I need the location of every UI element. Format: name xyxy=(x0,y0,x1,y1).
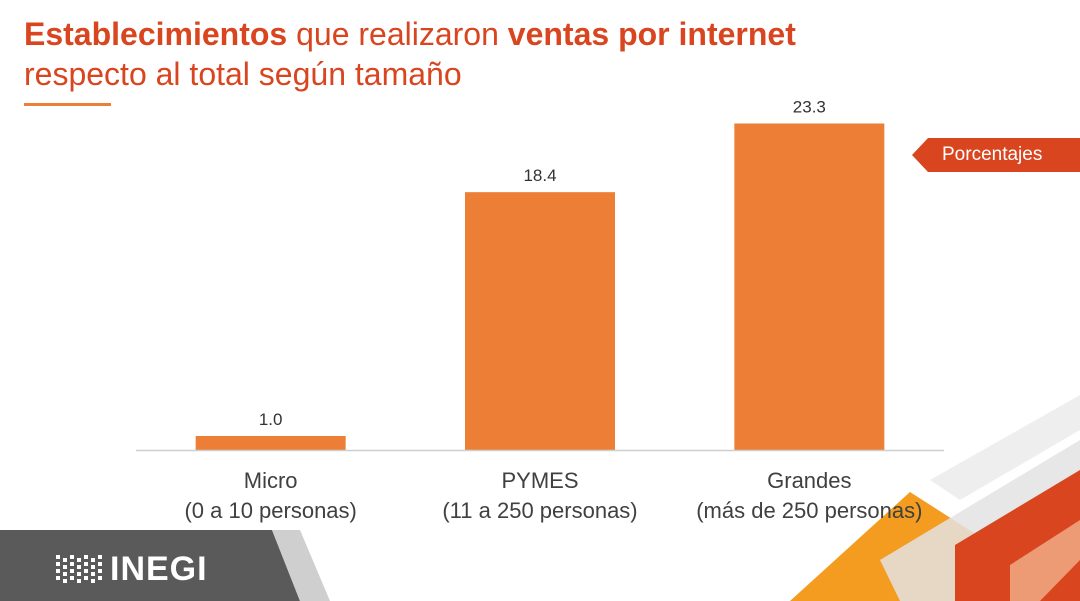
title-bold-3: ventas por internet xyxy=(507,16,796,52)
footer-gray-band xyxy=(0,530,300,601)
category-label-2: Grandes xyxy=(767,468,851,493)
deco-light-stripe xyxy=(930,395,1080,500)
data-label-2: 23.3 xyxy=(793,98,826,117)
deco-pale-shape xyxy=(1010,520,1080,601)
title-underline xyxy=(24,103,111,106)
category-label-1: PYMES xyxy=(501,468,578,493)
bar-0 xyxy=(195,435,346,450)
chart-title: Establecimientos que realizaron ventas p… xyxy=(24,14,904,94)
title-bold-1: Establecimientos xyxy=(24,16,288,52)
data-label-1: 18.4 xyxy=(523,166,556,185)
unit-tag-label: Porcentajes xyxy=(942,144,1043,165)
category-sublabel-1: (11 a 250 personas) xyxy=(442,498,637,523)
inegi-logo: INEGI xyxy=(56,549,208,588)
category-label-0: Micro xyxy=(244,468,298,493)
inegi-logo-text: INEGI xyxy=(110,549,208,588)
data-label-0: 1.0 xyxy=(259,410,283,429)
title-line-2: respecto al total según tamaño xyxy=(24,56,462,92)
footer-light-band xyxy=(272,530,330,601)
unit-tag: Porcentajes xyxy=(912,138,1080,172)
bar-2 xyxy=(734,123,885,450)
category-sublabel-0: (0 a 10 personas) xyxy=(184,498,356,523)
title-text-2: que realizaron xyxy=(287,16,508,52)
category-sublabel-2: (más de 250 personas) xyxy=(696,498,922,523)
bar-1 xyxy=(465,192,615,450)
inegi-logo-icon xyxy=(56,555,102,583)
